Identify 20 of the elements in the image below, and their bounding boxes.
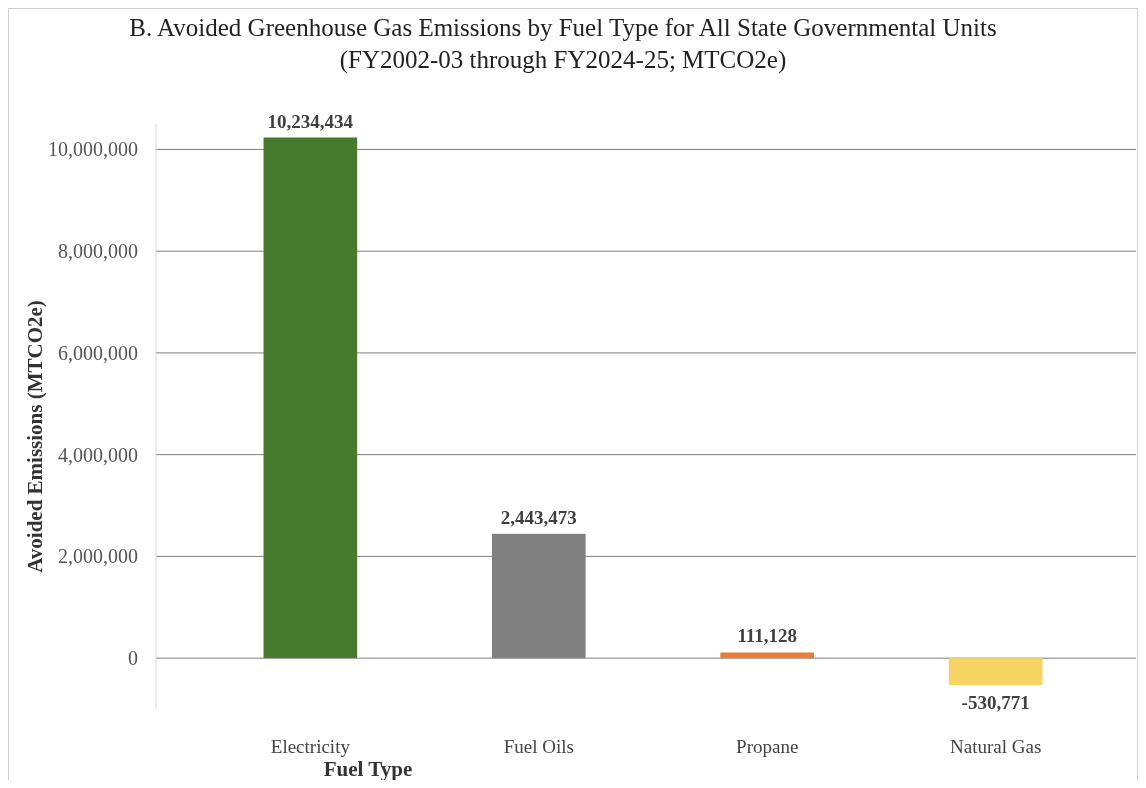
y-tick-label: 6,000,000 [58,341,138,364]
y-tick-label: 4,000,000 [58,443,138,466]
bar [720,652,815,659]
chart-title: B. Avoided Greenhouse Gas Emissions by Fuel Type for All State Governmental Units (FY2002-03 through FY2024-25; MTCO2e) [129,14,997,74]
y-tick-label: 10,000,000 [48,138,138,161]
x-tick-label: Natural Gas [950,736,1042,757]
data-label: 10,234,434 [267,110,354,132]
x-tick-label: Electricity [270,736,351,757]
y-axis-title: Avoided Emissions (MTCO2e) [23,300,47,573]
x-tick-label: Fuel Oils [503,736,574,757]
x-axis-title: Fuel Type [323,757,413,781]
data-label: -530,771 [961,692,1030,714]
y-tick-label: 2,000,000 [58,545,138,568]
data-label: 2,443,473 [500,506,577,528]
x-tick-label: Propane [736,736,799,757]
bar [948,658,1043,686]
y-tick-label: 8,000,000 [58,240,138,263]
data-label: 111,128 [737,625,798,647]
bar [263,137,358,659]
y-tick-label: 0 [128,647,138,670]
